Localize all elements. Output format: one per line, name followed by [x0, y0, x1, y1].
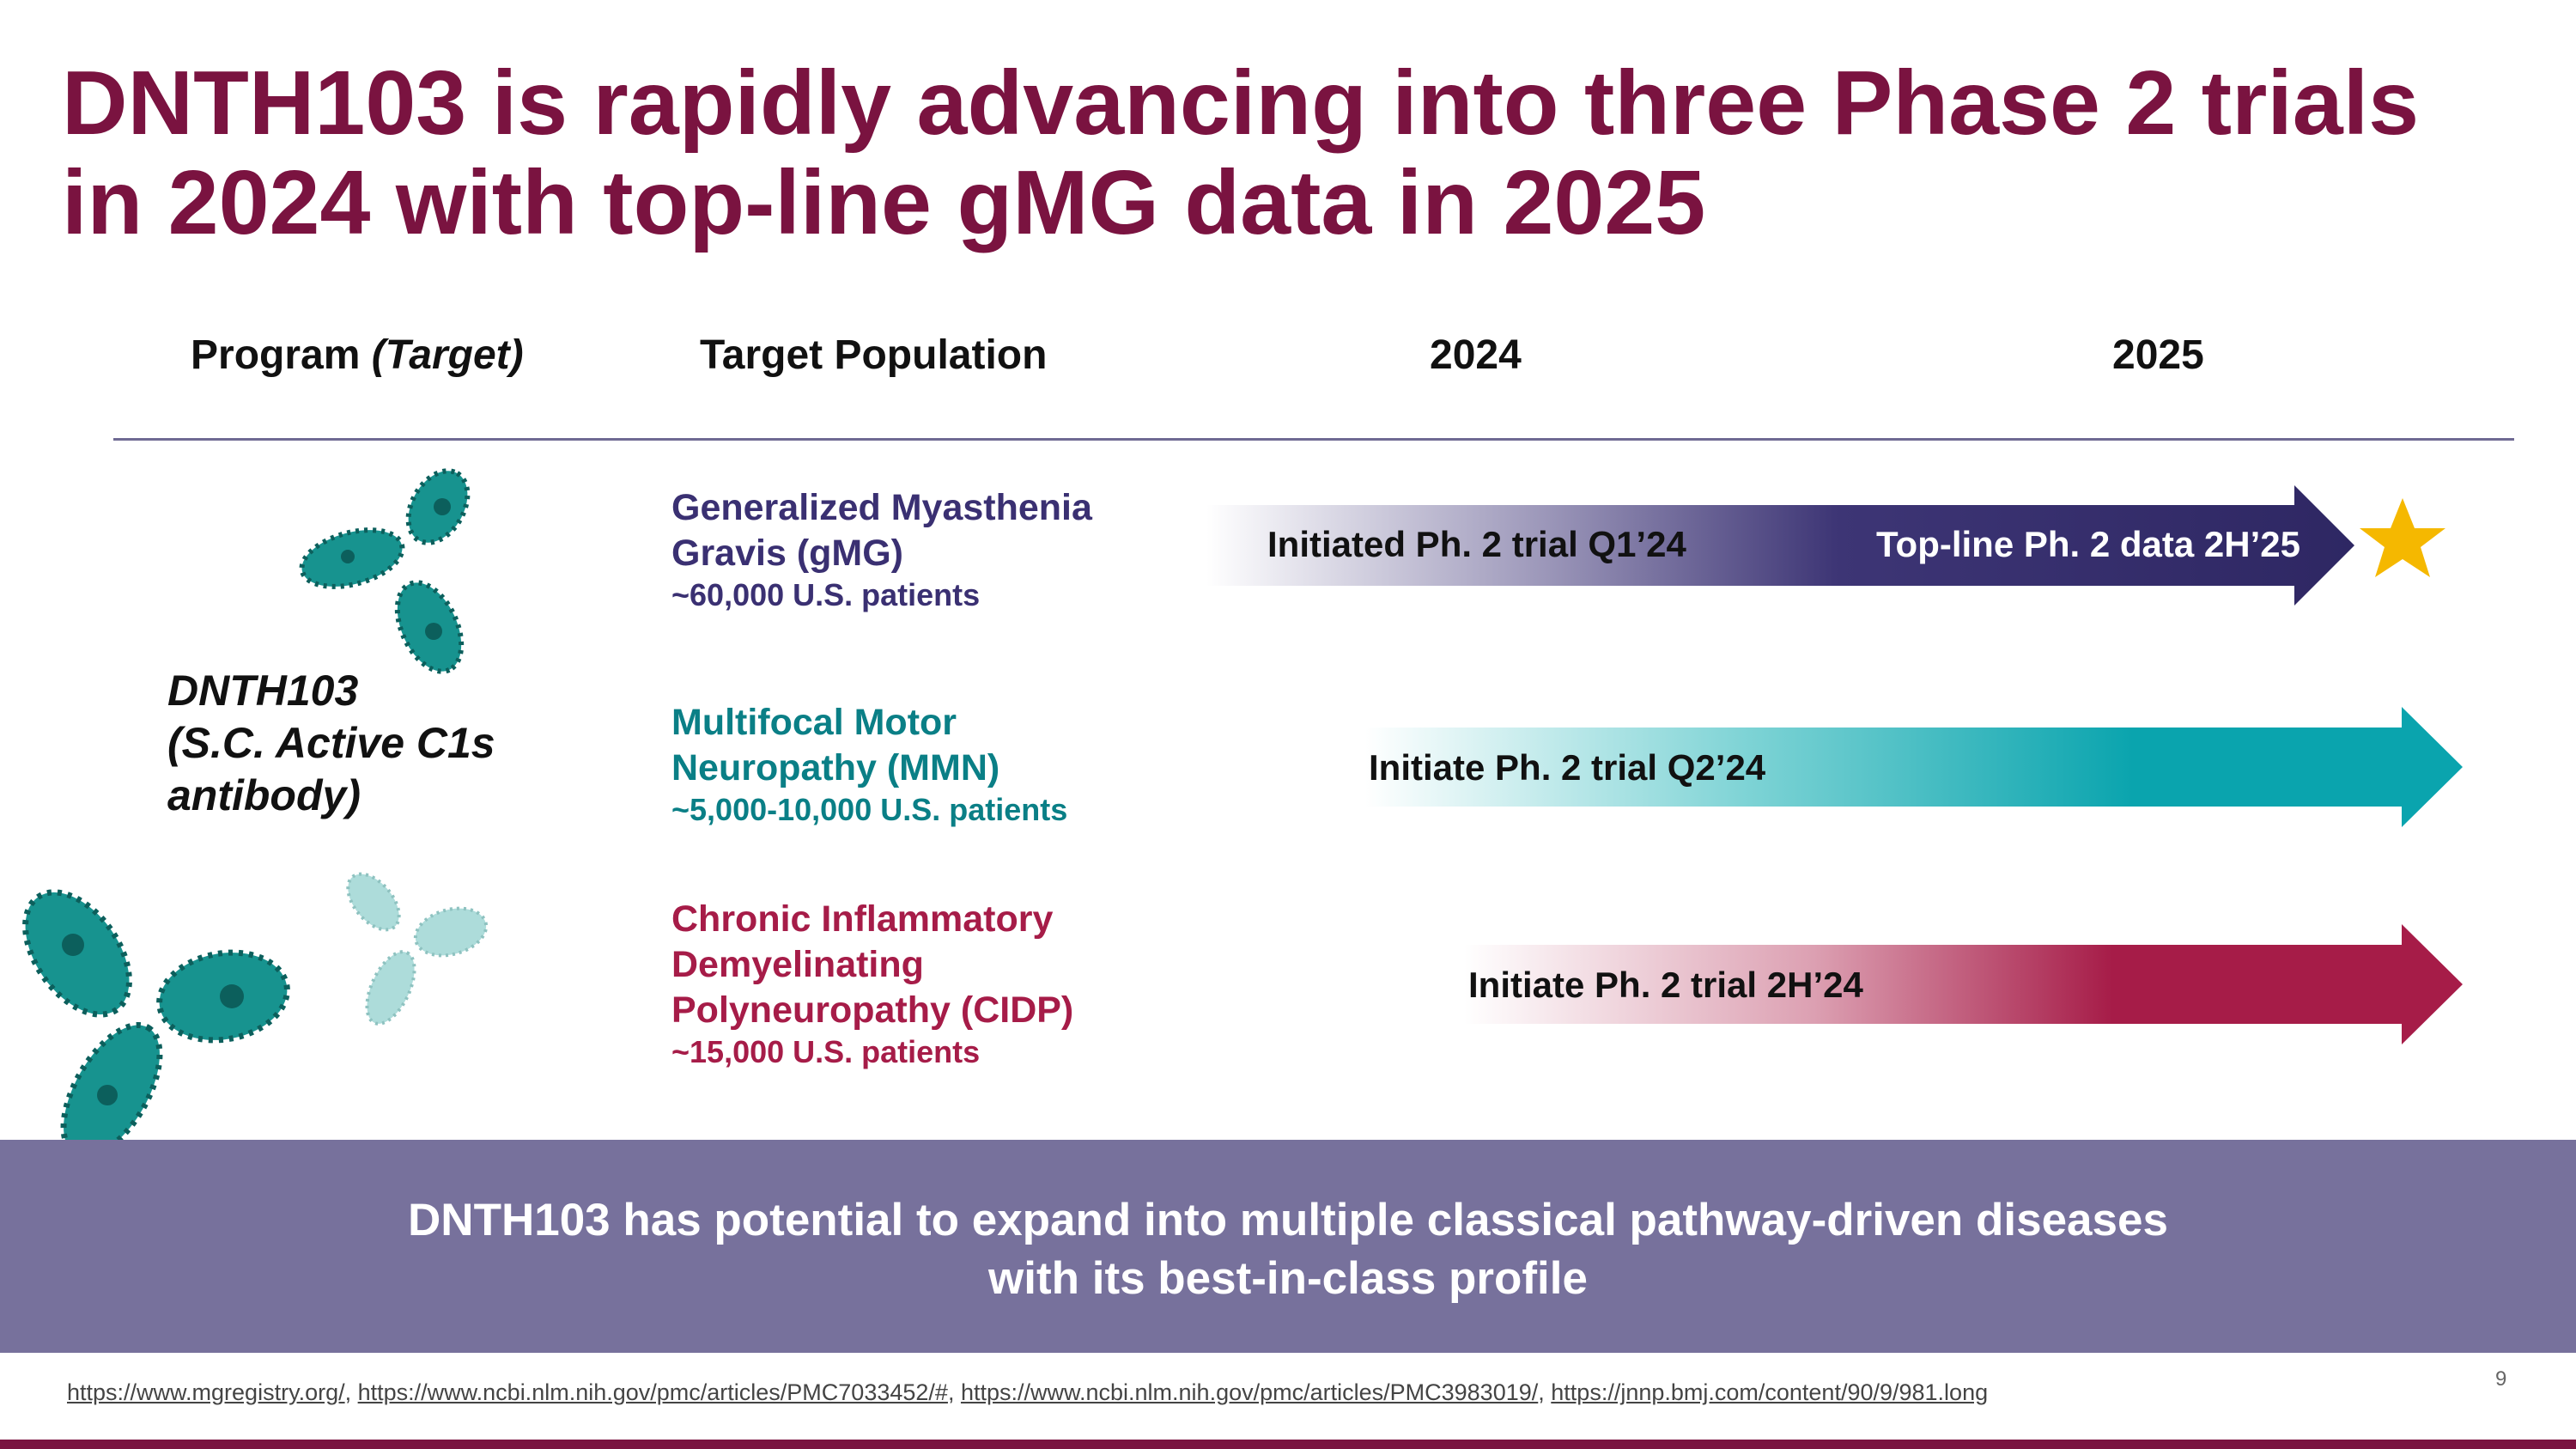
cidp-start-label: Initiate Ph. 2 trial 2H’24 [1468, 965, 1863, 1005]
timeline-arrows [1206, 485, 2463, 1044]
slide-title-line1: DNTH103 is rapidly advancing into three … [62, 52, 2420, 154]
footer-bar [0, 1440, 2576, 1449]
reference-separator: , [947, 1379, 961, 1405]
reference-link[interactable]: https://www.ncbi.nlm.nih.gov/pmc/article… [357, 1379, 948, 1405]
gmg-timeline-arrow [1206, 485, 2354, 606]
slide-title-line2: in 2024 with top-line gMG data in 2025 [62, 152, 1706, 253]
program-label: DNTH103 (S.C. Active C1s antibody) [167, 665, 495, 822]
population-patients: ~15,000 U.S. patients [671, 1034, 981, 1069]
summary-banner-line2: with its best-in-class profile [988, 1253, 1588, 1304]
header-program: Program (Target) [191, 332, 524, 379]
reference-link[interactable]: https://www.mgregistry.org/ [67, 1379, 345, 1405]
reference-separator: , [344, 1379, 358, 1405]
population-name: Gravis (gMG) [671, 533, 903, 574]
mmn-timeline-arrow [1365, 707, 2463, 827]
population-cidp: Chronic Inflammatory Demyelinating Polyn… [671, 897, 1073, 1071]
header-program-label: Program [191, 332, 361, 378]
gmg-end-label: Top-line Ph. 2 data 2H’25 [1876, 524, 2300, 564]
population-name: Polyneuropathy (CIDP) [671, 989, 1074, 1031]
slide-title: DNTH103 is rapidly advancing into three … [62, 53, 2535, 253]
antibody-icon [22, 889, 290, 1160]
population-name: Multifocal Motor [671, 702, 957, 743]
summary-banner-line1: DNTH103 has potential to expand into mul… [408, 1195, 2168, 1245]
cidp-timeline-arrow [1464, 924, 2463, 1044]
population-mmn: Multifocal Motor Neuropathy (MMN) ~5,000… [671, 700, 1067, 829]
antibody-icon [346, 872, 489, 1026]
header-divider [113, 438, 2514, 441]
population-patients: ~60,000 U.S. patients [671, 577, 981, 612]
population-name: Demyelinating [671, 944, 924, 985]
gmg-start-label: Initiated Ph. 2 trial Q1’24 [1267, 524, 1686, 564]
header-program-target: (Target) [371, 332, 524, 378]
reference-link[interactable]: https://www.ncbi.nlm.nih.gov/pmc/article… [960, 1379, 1539, 1405]
summary-banner-text: DNTH103 has potential to expand into mul… [0, 1191, 2576, 1308]
references: https://www.mgregistry.org/, https://www… [67, 1379, 1988, 1406]
program-target-line: (S.C. Active C1s [167, 719, 495, 767]
antibody-icon [299, 468, 471, 674]
summary-banner [0, 1140, 2576, 1353]
program-name: DNTH103 [167, 667, 359, 715]
population-gmg: Generalized Myasthenia Gravis (gMG) ~60,… [671, 485, 1092, 614]
reference-link[interactable]: https://jnnp.bmj.com/content/90/9/981.lo… [1551, 1379, 1989, 1405]
population-name: Neuropathy (MMN) [671, 747, 1000, 788]
program-target-line: antibody) [167, 771, 361, 819]
population-patients: ~5,000-10,000 U.S. patients [671, 792, 1068, 827]
header-year-2024: 2024 [1430, 332, 1522, 378]
population-name: Generalized Myasthenia [671, 487, 1092, 528]
mmn-start-label: Initiate Ph. 2 trial Q2’24 [1369, 747, 1766, 788]
star-icon [2360, 498, 2445, 577]
population-name: Chronic Inflammatory [671, 898, 1054, 940]
page-number: 9 [2495, 1367, 2507, 1391]
reference-separator: , [1538, 1379, 1552, 1405]
header-year-2025: 2025 [2112, 332, 2204, 378]
header-target-population: Target Population [700, 332, 1048, 378]
